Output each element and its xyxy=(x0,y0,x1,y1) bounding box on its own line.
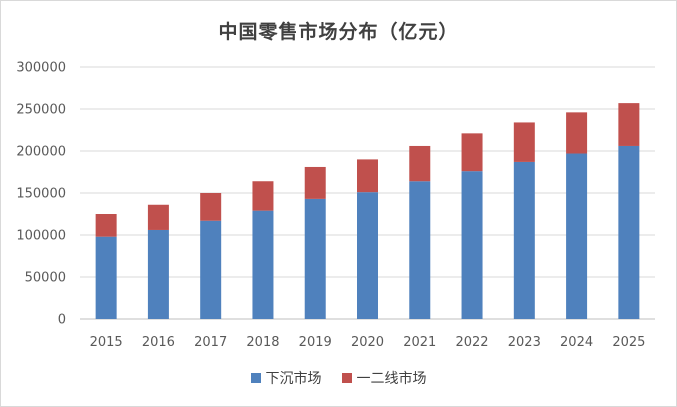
bar-tier12 xyxy=(618,103,640,146)
x-tick-label: 2019 xyxy=(299,335,332,350)
x-tick-label: 2024 xyxy=(560,335,593,350)
bar-lower-tier xyxy=(304,198,326,319)
legend-swatch-tier12 xyxy=(341,373,352,383)
x-tick-label: 2017 xyxy=(194,335,227,350)
bar-tier12 xyxy=(461,133,483,172)
x-tick-label: 2016 xyxy=(142,335,175,350)
y-tick-label: 50000 xyxy=(25,271,66,286)
bar-lower-tier xyxy=(618,145,640,319)
x-tick-label: 2022 xyxy=(455,335,488,350)
y-tick-label: 300000 xyxy=(16,61,66,76)
y-tick-label: 200000 xyxy=(16,145,66,160)
y-tick-label: 0 xyxy=(58,313,66,328)
bar-lower-tier xyxy=(409,181,431,319)
bar-tier12 xyxy=(304,166,326,199)
y-tick-label: 250000 xyxy=(16,103,66,118)
bar-lower-tier xyxy=(200,220,222,319)
y-tick-label: 150000 xyxy=(16,187,66,202)
bar-lower-tier xyxy=(147,229,169,319)
x-tick-label: 2023 xyxy=(508,335,541,350)
chart-title: 中国零售市场分布（亿元） xyxy=(218,21,459,43)
bar-lower-tier xyxy=(252,210,274,319)
x-tick-label: 2021 xyxy=(403,335,436,350)
legend-item-tier12: 一二线市场 xyxy=(341,368,427,388)
x-tick-label: 2015 xyxy=(90,335,123,350)
x-tick-label: 2018 xyxy=(246,335,279,350)
bar-tier12 xyxy=(409,145,431,182)
legend-label-tier12: 一二线市场 xyxy=(356,371,427,387)
bar-lower-tier xyxy=(357,192,378,319)
bar-tier12 xyxy=(147,204,169,230)
y-tick-label: 100000 xyxy=(16,229,66,244)
legend-label-lower-tier: 下沉市场 xyxy=(265,371,322,387)
legend: 下沉市场 一二线市场 xyxy=(0,368,677,388)
bar-tier12 xyxy=(252,181,274,211)
bar-tier12 xyxy=(566,112,588,154)
bar-lower-tier xyxy=(566,153,588,319)
bar-tier12 xyxy=(200,193,222,221)
x-tick-label: 2020 xyxy=(351,335,384,350)
bar-lower-tier xyxy=(513,161,535,319)
bar-tier12 xyxy=(513,122,535,162)
legend-swatch-lower-tier xyxy=(250,373,261,383)
stacked-bar-chart: 0 50000 100000 150000 200000 250000 300000 2015… xyxy=(16,61,655,350)
legend-item-lower-tier: 下沉市场 xyxy=(250,368,322,388)
bar-tier12 xyxy=(95,214,117,237)
bar-lower-tier xyxy=(95,236,117,319)
x-tick-label: 2025 xyxy=(612,335,645,350)
bar-lower-tier xyxy=(461,171,483,319)
bar-tier12 xyxy=(357,159,378,193)
